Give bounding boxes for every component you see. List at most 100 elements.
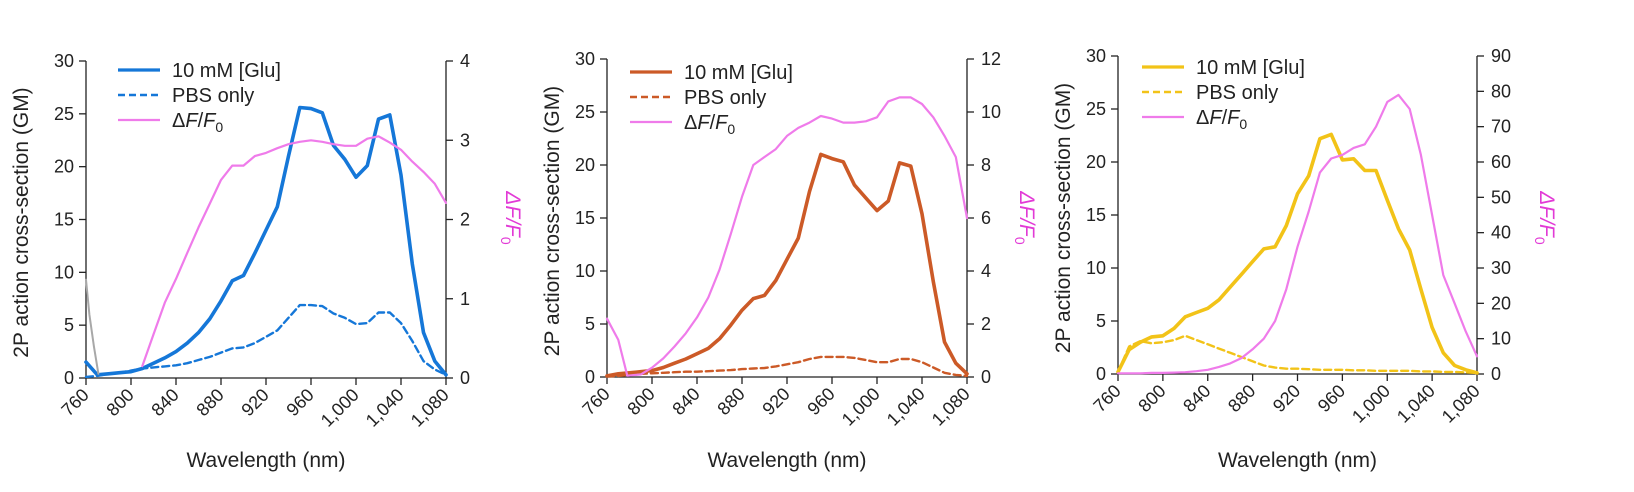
y-tick-label: 30 xyxy=(1086,46,1106,66)
y-tick-label: 5 xyxy=(1096,311,1106,331)
series-line-pbs-only xyxy=(1116,334,1479,375)
x-tick-label: 840 xyxy=(668,384,703,419)
x-tick-label: 1,040 xyxy=(362,385,408,431)
x-tick-label: 760 xyxy=(578,384,613,419)
y2-tick-label: 10 xyxy=(1491,329,1511,349)
legend-label: PBS only xyxy=(1196,82,1278,104)
x-tick-label: 960 xyxy=(1314,381,1349,416)
y2-tick-label: 0 xyxy=(460,368,470,388)
x-tick-label: 1,080 xyxy=(1438,381,1484,427)
y2-tick-label: 2 xyxy=(981,314,991,334)
series-line-10-mm-glu- xyxy=(1116,132,1479,375)
y-tick-label: 10 xyxy=(575,261,595,281)
y-tick-label: 0 xyxy=(64,368,74,388)
y2-tick-label: 70 xyxy=(1491,117,1511,137)
x-tick-label: 800 xyxy=(623,384,658,419)
y-tick-label: 15 xyxy=(575,208,595,228)
y-tick-label: 25 xyxy=(575,102,595,122)
legend-label: 10 mM [Glu] xyxy=(1196,57,1305,79)
series-line-artifact xyxy=(85,278,100,375)
y2-tick-label: 50 xyxy=(1491,187,1511,207)
x-tick-label: 880 xyxy=(713,384,748,419)
y-axis-title: 2P action cross-section (GM) xyxy=(541,86,564,356)
x-tick-label: 1,080 xyxy=(928,384,974,430)
y2-tick-label: 12 xyxy=(981,49,1001,69)
series-line--f-f0 xyxy=(605,96,969,377)
y2-tick-label: 20 xyxy=(1491,293,1511,313)
y2-tick-label: 4 xyxy=(460,51,470,71)
y-tick-label: 10 xyxy=(1086,258,1106,278)
y-tick-label: 15 xyxy=(54,210,74,230)
x-tick-label: 1,040 xyxy=(883,384,929,430)
x-tick-label: 920 xyxy=(237,385,272,420)
series-line-10-mm-glu- xyxy=(605,152,969,378)
y2-tick-label: 60 xyxy=(1491,152,1511,172)
x-tick-label: 840 xyxy=(1179,381,1214,416)
legend: 10 mM [Glu] PBS only ΔF/F0 xyxy=(1142,57,1305,132)
y2-tick-label: 8 xyxy=(981,155,991,175)
legend: 10 mM [Glu] PBS only ΔF/F0 xyxy=(630,62,793,137)
x-tick-label: 1,000 xyxy=(1348,381,1394,427)
legend-label: ΔF/F0 xyxy=(172,110,223,135)
x-tick-label: 920 xyxy=(1269,381,1304,416)
x-tick-label: 1,080 xyxy=(407,385,453,431)
y-tick-label: 15 xyxy=(1086,205,1106,225)
y2-axis-title: ΔF/F0 xyxy=(1532,190,1558,245)
x-tick-label: 920 xyxy=(758,384,793,419)
y-tick-label: 0 xyxy=(1096,364,1106,384)
y2-tick-label: 3 xyxy=(460,130,470,150)
legend-label: PBS only xyxy=(172,85,254,107)
y-tick-label: 5 xyxy=(64,315,74,335)
y2-axis-title: ΔF/F0 xyxy=(498,190,524,245)
legend-label: 10 mM [Glu] xyxy=(684,62,793,84)
y-axis-title: 2P action cross-section (GM) xyxy=(1052,83,1075,353)
y-tick-label: 0 xyxy=(585,367,595,387)
x-axis-title: Wavelength (nm) xyxy=(707,449,866,472)
x-tick-label: 840 xyxy=(147,385,182,420)
y2-tick-label: 80 xyxy=(1491,81,1511,101)
y2-tick-label: 10 xyxy=(981,102,1001,122)
x-tick-label: 800 xyxy=(102,385,137,420)
y2-tick-label: 30 xyxy=(1491,258,1511,278)
series-line--f-f0 xyxy=(1116,93,1479,375)
y-tick-label: 30 xyxy=(54,51,74,71)
x-tick-label: 1,040 xyxy=(1393,381,1439,427)
y2-tick-label: 4 xyxy=(981,261,991,281)
y2-tick-label: 90 xyxy=(1491,46,1511,66)
legend-label: ΔF/F0 xyxy=(1196,107,1247,132)
legend-label: ΔF/F0 xyxy=(684,112,735,137)
y-axis-title: 2P action cross-section (GM) xyxy=(10,87,33,357)
series-line-pbs-only xyxy=(605,355,969,378)
legend-label: PBS only xyxy=(684,87,766,109)
x-tick-label: 880 xyxy=(1224,381,1259,416)
y-tick-label: 20 xyxy=(575,155,595,175)
y2-tick-label: 6 xyxy=(981,208,991,228)
y2-tick-label: 1 xyxy=(460,289,470,309)
y2-tick-label: 0 xyxy=(981,367,991,387)
y-tick-label: 5 xyxy=(585,314,595,334)
y-tick-label: 20 xyxy=(54,157,74,177)
series-group xyxy=(84,105,448,379)
x-tick-label: 760 xyxy=(1089,381,1124,416)
legend: 10 mM [Glu] PBS only ΔF/F0 xyxy=(118,60,281,135)
series-line--f-f0 xyxy=(141,135,448,368)
series-line-10-mm-glu- xyxy=(84,105,448,377)
x-axis-title: Wavelength (nm) xyxy=(1218,449,1377,472)
series-line-pbs-only xyxy=(84,303,448,379)
x-tick-label: 960 xyxy=(282,385,317,420)
x-tick-label: 1,000 xyxy=(838,384,884,430)
x-tick-label: 800 xyxy=(1134,381,1169,416)
x-tick-label: 880 xyxy=(192,385,227,420)
x-tick-label: 760 xyxy=(57,385,92,420)
y-tick-label: 25 xyxy=(54,104,74,124)
legend-label: 10 mM [Glu] xyxy=(172,60,281,82)
x-axis-title: Wavelength (nm) xyxy=(186,449,345,472)
y-tick-label: 30 xyxy=(575,49,595,69)
series-group xyxy=(605,96,969,378)
y2-axis-title: ΔF/F0 xyxy=(1012,190,1038,245)
y2-tick-label: 40 xyxy=(1491,223,1511,243)
y2-tick-label: 2 xyxy=(460,210,470,230)
x-tick-label: 1,000 xyxy=(317,385,363,431)
